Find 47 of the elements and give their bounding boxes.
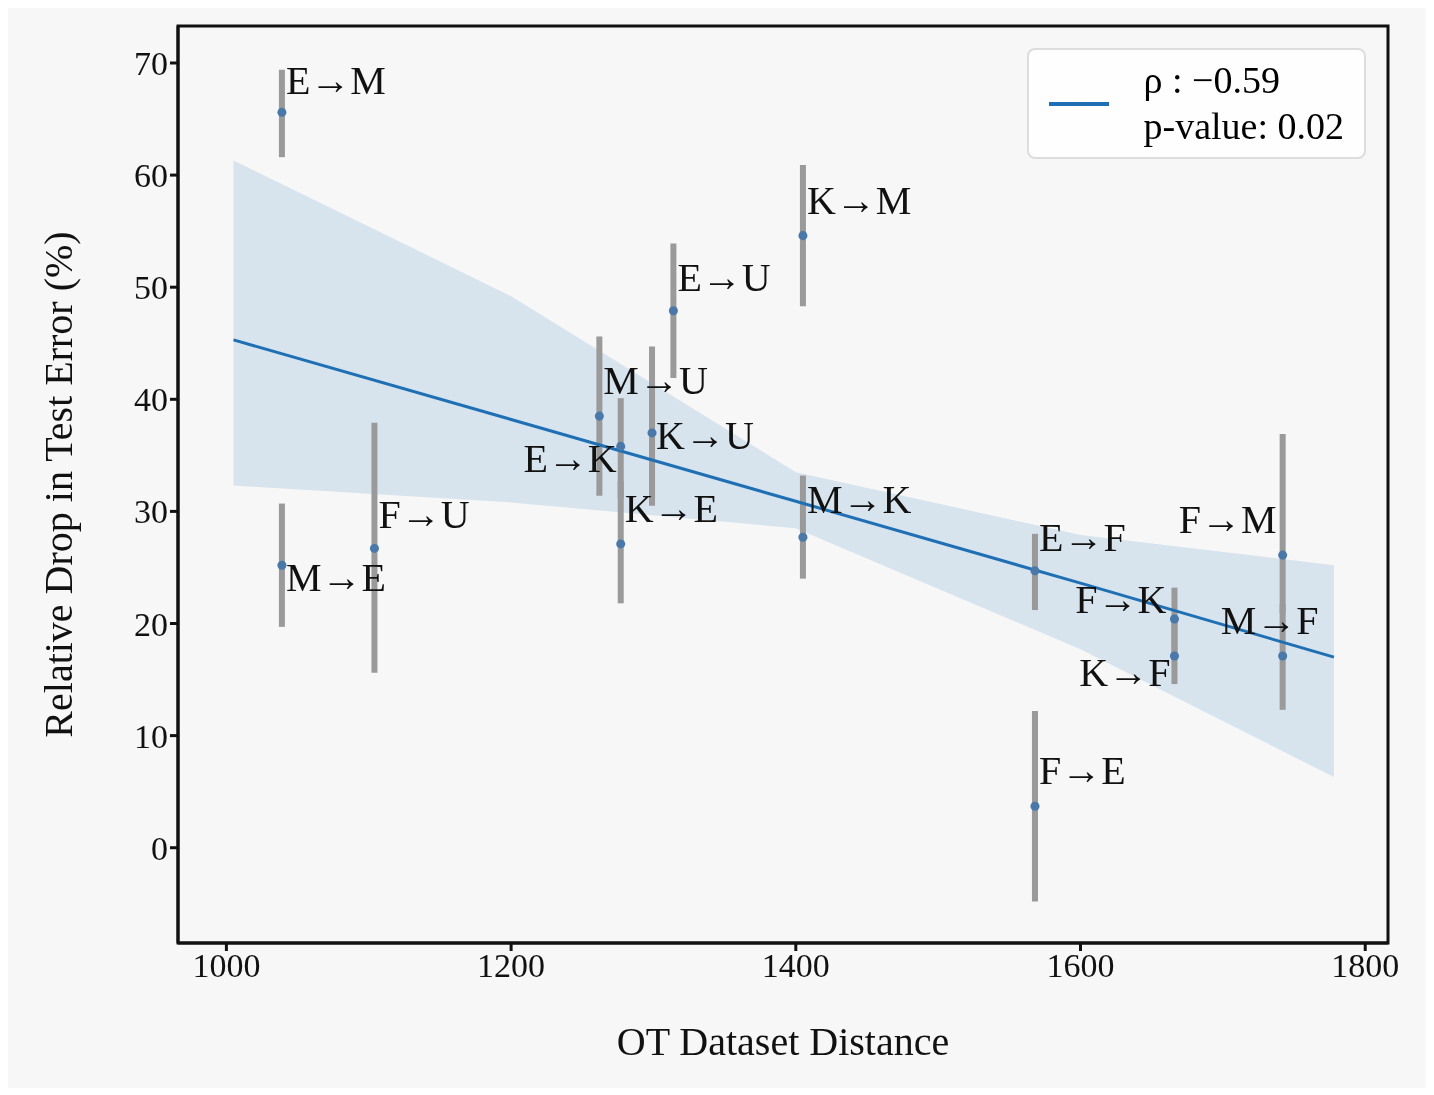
x-tick-label: 1800 xyxy=(1331,947,1400,985)
point xyxy=(616,539,626,549)
y-tick-label: 40 xyxy=(134,381,168,419)
annotation: E→M xyxy=(285,58,386,104)
y-axis-title: Relative Drop in Test Error (%) xyxy=(36,231,82,738)
point xyxy=(1030,566,1040,576)
point xyxy=(647,428,657,438)
x-tick-label: 1000 xyxy=(192,947,261,985)
x-tick-label: 1200 xyxy=(477,947,546,985)
point xyxy=(1030,801,1040,811)
x-tick-label: 1600 xyxy=(1046,947,1115,985)
point xyxy=(369,543,379,553)
legend-label: ρ : −0.59 p-value: 0.02 xyxy=(1143,58,1344,149)
annotation: E→F xyxy=(1038,514,1126,560)
annotation: K→F xyxy=(1079,650,1171,696)
x-tick-label: 1400 xyxy=(761,947,830,985)
y-tick-label: 50 xyxy=(134,269,168,307)
annotation: M→E xyxy=(285,555,386,601)
x-axis-title: OT Dataset Distance xyxy=(616,1019,950,1064)
y-tick-label: 30 xyxy=(134,493,168,531)
point xyxy=(616,441,626,451)
point xyxy=(277,107,287,117)
point xyxy=(798,231,808,241)
y-tick-label: 10 xyxy=(134,717,168,755)
annotation: E→K xyxy=(523,436,617,482)
point xyxy=(1169,614,1179,624)
annotation: K→U xyxy=(656,412,754,458)
annotation: M→U xyxy=(603,358,708,404)
point xyxy=(798,532,808,542)
point xyxy=(1278,651,1288,661)
annotation: K→E xyxy=(624,485,719,531)
y-tick-label: 20 xyxy=(134,605,168,643)
point xyxy=(277,560,287,570)
point xyxy=(668,306,678,316)
point xyxy=(594,411,604,421)
annotation: F→U xyxy=(378,492,470,538)
annotation: M→K xyxy=(806,477,912,523)
point xyxy=(1278,550,1288,560)
annotation: M→F xyxy=(1220,598,1319,644)
line-series xyxy=(232,338,1336,659)
annotation: E→U xyxy=(677,254,771,300)
y-tick-label: 70 xyxy=(134,45,168,83)
y-tick-label: 60 xyxy=(134,157,168,195)
annotation: K→M xyxy=(806,177,912,223)
annotation: F→E xyxy=(1038,748,1126,794)
y-tick-label: 0 xyxy=(151,829,168,867)
annotation: F→M xyxy=(1178,497,1277,543)
